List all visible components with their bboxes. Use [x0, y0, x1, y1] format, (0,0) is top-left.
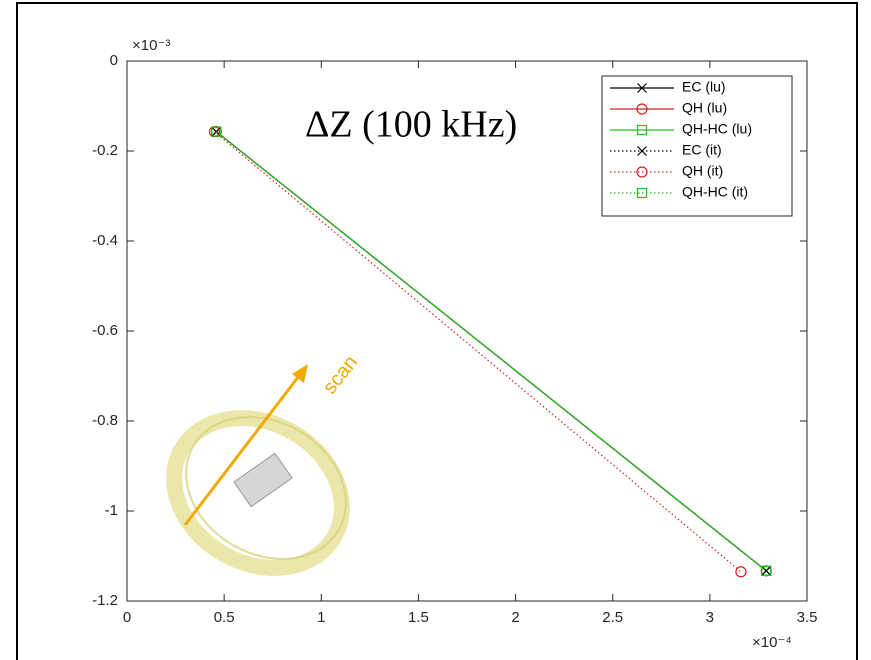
y-tick-label: -0.2: [92, 142, 118, 159]
legend-label: QH-HC (it): [682, 184, 748, 200]
legend-label: QH-HC (lu): [682, 121, 752, 137]
legend-marker: [636, 103, 648, 115]
legend-marker: [636, 124, 648, 136]
x-tick-label: 3.5: [797, 609, 818, 626]
legend-label: EC (lu): [682, 79, 726, 95]
legend-marker: [637, 83, 647, 93]
y-tick-label: -0.6: [92, 322, 118, 339]
marker: [211, 126, 222, 137]
scan-arrow: [183, 371, 304, 526]
x-tick-label: 0.5: [214, 609, 235, 626]
y-tick-label: -1: [105, 502, 118, 519]
inset-illustration: [166, 364, 350, 576]
y-tick-label: -0.4: [92, 232, 118, 249]
x-tick-label: 3: [706, 609, 714, 626]
y-tick-label: 0: [110, 52, 118, 69]
x-tick-label: 2: [511, 609, 519, 626]
marker: [735, 566, 747, 578]
x-tick-label: 1.5: [408, 609, 429, 626]
series-line: [215, 131, 767, 572]
x-tick-label: 1: [317, 609, 325, 626]
marker: [761, 565, 772, 576]
y-multiplier: ×10⁻³: [132, 37, 170, 54]
legend-marker: [636, 166, 648, 178]
annotation: ΔZ (100 kHz): [305, 104, 517, 146]
ring-edge: [185, 416, 347, 560]
legend-marker: [636, 187, 648, 199]
x-tick-label: 2.5: [602, 609, 623, 626]
x-tick-label: 0: [123, 609, 131, 626]
legend-label: EC (it): [682, 142, 722, 158]
legend-label: QH (lu): [682, 100, 727, 116]
legend-marker: [637, 146, 647, 156]
legend: EC (lu) QH (lu) QH-HC (lu) EC (it) QH (it) QH…: [601, 75, 793, 217]
arrow-head: [292, 364, 308, 383]
y-tick-label: -0.8: [92, 412, 118, 429]
chip: [233, 452, 293, 508]
frame: [16, 2, 858, 660]
marker: [761, 565, 772, 576]
legend-label: QH (it): [682, 163, 723, 179]
y-tick-label: -1.2: [92, 592, 118, 609]
x-multiplier: ×10⁻⁴: [752, 634, 792, 651]
legend-box: [601, 75, 793, 217]
